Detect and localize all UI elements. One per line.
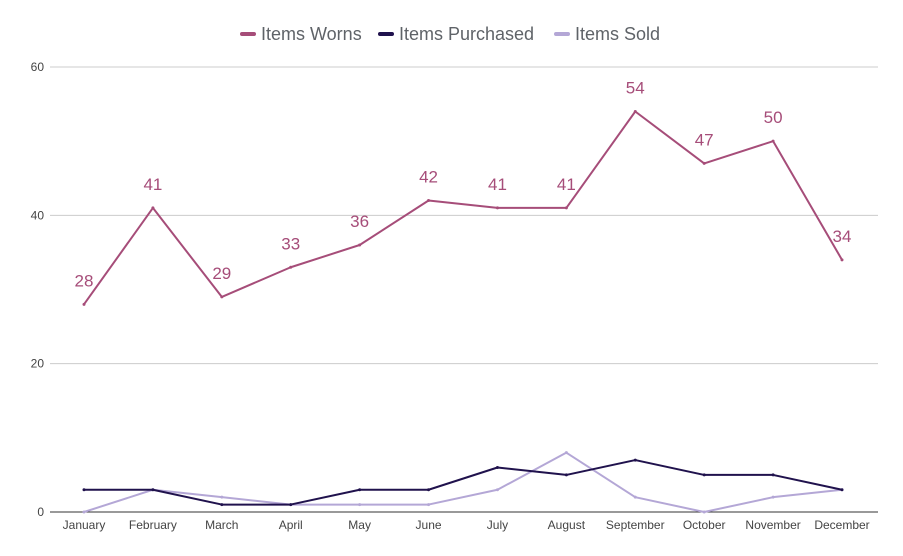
data-point (358, 488, 362, 492)
x-tick-label: March (205, 518, 238, 532)
legend-label: Items Sold (575, 24, 660, 44)
x-tick-label: January (63, 518, 106, 532)
x-tick-label: April (279, 518, 303, 532)
x-tick-label: December (814, 518, 869, 532)
y-tick-label: 0 (37, 505, 44, 519)
data-point (771, 473, 775, 477)
data-label: 41 (143, 175, 162, 194)
series-line-items-worns (83, 110, 843, 305)
y-tick-label: 60 (31, 60, 45, 74)
data-point (151, 206, 155, 210)
data-point (840, 258, 844, 262)
data-point (82, 510, 86, 514)
legend: Items Worns Items Purchased Items Sold (240, 24, 660, 44)
data-label: 28 (75, 271, 94, 290)
legend-label: Items Purchased (399, 24, 534, 44)
data-label: 33 (281, 234, 300, 253)
data-point (289, 503, 293, 507)
data-label: 29 (212, 264, 231, 283)
data-point (840, 488, 844, 492)
data-labels: 28 41 29 33 36 42 41 41 54 47 50 34 (75, 79, 852, 291)
series-lines (82, 110, 844, 514)
data-label: 41 (488, 175, 507, 194)
x-tick-label: November (745, 518, 800, 532)
data-point (633, 495, 637, 499)
data-point (220, 495, 224, 499)
data-point (358, 503, 362, 507)
data-point (82, 488, 86, 492)
data-label: 47 (695, 130, 714, 149)
x-tick-label: October (683, 518, 726, 532)
x-tick-label: June (416, 518, 442, 532)
data-label: 42 (419, 168, 438, 187)
legend-item-items-purchased[interactable]: Items Purchased (378, 24, 534, 44)
x-tick-label: August (548, 518, 586, 532)
data-label: 36 (350, 212, 369, 231)
data-point (564, 206, 568, 210)
data-label: 41 (557, 175, 576, 194)
data-point (564, 451, 568, 455)
gridlines (50, 66, 878, 513)
data-point (771, 495, 775, 499)
data-point (495, 466, 499, 469)
legend-item-items-sold[interactable]: Items Sold (554, 24, 660, 44)
data-point (495, 488, 499, 492)
x-tick-label: July (487, 518, 508, 532)
data-point (220, 503, 224, 507)
data-point (427, 503, 431, 507)
data-point (633, 458, 637, 462)
data-point (82, 302, 86, 306)
data-point (289, 265, 293, 269)
x-tick-label: September (606, 518, 665, 532)
y-axis: 0 20 40 60 (31, 60, 45, 519)
data-point (151, 488, 155, 492)
data-label: 34 (833, 227, 852, 246)
data-point (702, 473, 706, 477)
y-tick-label: 40 (31, 208, 45, 222)
data-point (220, 295, 224, 299)
legend-label: Items Worns (261, 24, 362, 44)
x-axis: January February March April May June July Augu… (63, 518, 870, 532)
data-point (702, 161, 706, 165)
data-point (633, 110, 637, 113)
y-tick-label: 20 (31, 357, 45, 371)
data-point (427, 488, 431, 492)
data-label: 50 (764, 108, 783, 127)
data-label: 54 (626, 79, 645, 98)
data-point (427, 199, 431, 202)
series-line-items-sold (83, 451, 843, 513)
data-point (358, 243, 362, 247)
series-line-items-purchased (84, 459, 843, 506)
data-point (495, 206, 499, 210)
x-tick-label: May (348, 518, 371, 532)
data-point (771, 139, 775, 143)
data-point (702, 510, 706, 514)
x-tick-label: February (129, 518, 177, 532)
legend-item-items-worns[interactable]: Items Worns (240, 24, 362, 44)
data-point (564, 473, 568, 477)
